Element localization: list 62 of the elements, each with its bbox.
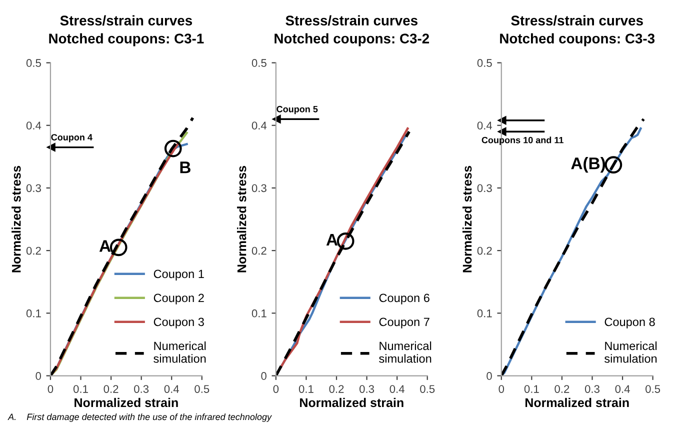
y-tick-label: 0.4	[477, 122, 492, 130]
y-axis-title: Normalized stress	[462, 166, 472, 272]
y-tick-label: 0	[36, 372, 42, 380]
x-tick-label: 0.4	[164, 385, 180, 393]
x-tick-label: 0.1	[298, 385, 314, 393]
ref-line-label: Coupon 5	[276, 106, 318, 114]
ref-line-label: Coupons 10 and 11	[482, 136, 564, 146]
x-tick-label: 0	[498, 385, 504, 393]
y-axis-title: Normalized stress	[12, 166, 21, 272]
x-tick-label: 0.5	[420, 385, 435, 393]
chart-title: Stress/strain curves Notched coupons: C3-1	[49, 15, 204, 46]
y-tick-label: 0.2	[26, 246, 41, 255]
legend-label: Coupon 3	[154, 318, 204, 328]
x-tick-label: 0.3	[584, 385, 600, 393]
legend-label: Coupon 6	[379, 294, 430, 304]
x-tick-label: 0.3	[359, 385, 374, 393]
annotation: A	[326, 234, 338, 246]
x-tick-label: 0.4	[615, 385, 630, 393]
x-tick-label: 0.2	[554, 385, 570, 393]
x-tick-label: 0.4	[390, 385, 404, 393]
y-tick-label: 0	[486, 372, 492, 380]
x-axis-title: Normalized strain	[525, 398, 629, 408]
y-tick-label: 0.2	[252, 246, 266, 255]
ref-line-label: Coupon 4	[51, 134, 92, 142]
y-tick-label: 0.1	[477, 309, 492, 318]
legend-label: Numerical simulation	[154, 341, 206, 363]
legend-label: Coupon 2	[154, 294, 204, 304]
annotation: A	[99, 240, 111, 252]
chart-title: Stress/strain curves Notched coupons: C3-3	[500, 15, 655, 46]
legend-label: Coupon 1	[154, 270, 204, 280]
x-tick-label: 0.5	[194, 385, 210, 393]
y-tick-label: 0.4	[26, 122, 42, 130]
x-tick-label: 0.1	[73, 385, 88, 393]
y-tick-label: 0.5	[252, 59, 266, 67]
legend-label: Numerical simulation	[379, 341, 432, 363]
x-tick-label: 0.2	[104, 385, 118, 393]
y-tick-label: 0.1	[252, 309, 266, 318]
y-tick-label: 0.5	[26, 59, 41, 67]
annotation: B	[180, 162, 190, 174]
y-tick-label: 0	[261, 372, 266, 380]
y-tick-label: 0.1	[26, 309, 41, 318]
legend-label: Numerical simulation	[604, 341, 657, 363]
x-tick-label: 0.1	[524, 385, 539, 393]
chart-title: Stress/strain curves Notched coupons: C3-2	[274, 15, 430, 46]
x-tick-label: 0	[48, 385, 54, 393]
y-tick-label: 0.3	[26, 184, 41, 192]
x-axis-title: Normalized strain	[74, 398, 178, 408]
y-tick-label: 0.4	[252, 122, 267, 130]
text: A. First damage detected with the use of the infrared technology	[8, 413, 272, 422]
y-tick-label: 0.2	[477, 246, 492, 255]
legend-label: Coupon 7	[379, 318, 430, 328]
x-tick-label: 0.5	[646, 385, 660, 393]
x-tick-label: 0.2	[329, 385, 344, 393]
y-tick-label: 0.5	[477, 59, 492, 67]
legend-label: Coupon 8	[604, 318, 655, 328]
x-axis-title: Normalized strain	[300, 398, 404, 408]
x-tick-label: 0	[273, 385, 279, 393]
y-axis-title: Normalized stress	[237, 166, 246, 272]
y-tick-label: 0.3	[477, 184, 492, 192]
y-tick-label: 0.3	[252, 184, 266, 192]
x-tick-label: 0.3	[134, 385, 149, 393]
annotation: A(B)	[571, 157, 606, 173]
